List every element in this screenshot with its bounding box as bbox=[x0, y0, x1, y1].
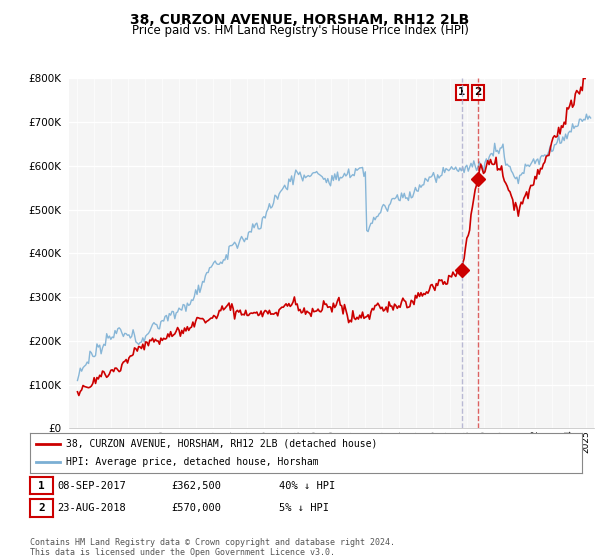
Text: 08-SEP-2017: 08-SEP-2017 bbox=[57, 480, 126, 491]
Text: HPI: Average price, detached house, Horsham: HPI: Average price, detached house, Hors… bbox=[66, 458, 319, 467]
Text: 2: 2 bbox=[474, 87, 481, 97]
Text: £570,000: £570,000 bbox=[171, 503, 221, 513]
Text: 38, CURZON AVENUE, HORSHAM, RH12 2LB: 38, CURZON AVENUE, HORSHAM, RH12 2LB bbox=[130, 13, 470, 27]
Text: Price paid vs. HM Land Registry's House Price Index (HPI): Price paid vs. HM Land Registry's House … bbox=[131, 24, 469, 38]
Text: Contains HM Land Registry data © Crown copyright and database right 2024.
This d: Contains HM Land Registry data © Crown c… bbox=[30, 538, 395, 557]
Text: 2: 2 bbox=[38, 503, 45, 513]
Text: 38, CURZON AVENUE, HORSHAM, RH12 2LB (detached house): 38, CURZON AVENUE, HORSHAM, RH12 2LB (de… bbox=[66, 439, 377, 449]
Text: 40% ↓ HPI: 40% ↓ HPI bbox=[279, 480, 335, 491]
Text: 23-AUG-2018: 23-AUG-2018 bbox=[57, 503, 126, 513]
Text: £362,500: £362,500 bbox=[171, 480, 221, 491]
Text: 1: 1 bbox=[458, 87, 466, 97]
Text: 1: 1 bbox=[38, 480, 45, 491]
Text: 5% ↓ HPI: 5% ↓ HPI bbox=[279, 503, 329, 513]
